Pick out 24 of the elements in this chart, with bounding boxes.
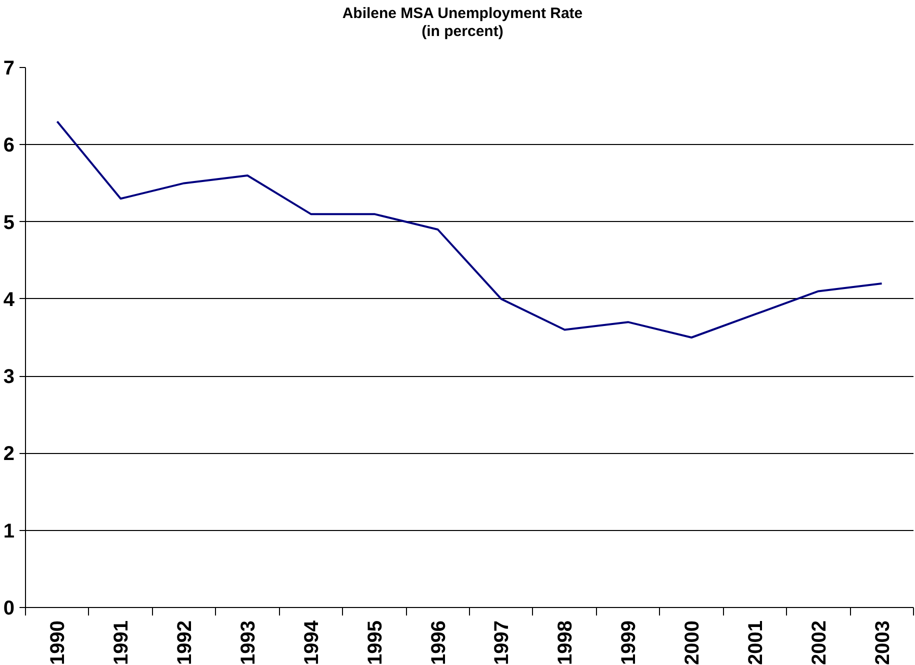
y-tick-label: 4 — [3, 288, 16, 311]
x-tick-label: 2001 — [744, 620, 767, 665]
y-tick-label: 2 — [3, 443, 14, 466]
y-tick-label: 0 — [3, 598, 14, 620]
x-tick-label: 1996 — [428, 620, 450, 665]
x-tick-label: 1993 — [238, 620, 260, 665]
chart-title: Abilene MSA Unemployment Rate (in percent) — [342, 5, 583, 41]
x-tick-label: 1992 — [174, 620, 196, 665]
x-tick-label: 2000 — [682, 620, 704, 665]
x-tick-label: 1998 — [554, 620, 577, 665]
y-tick-label: 1 — [3, 520, 14, 542]
y-tick-label: 6 — [3, 134, 14, 157]
x-tick-label: 1997 — [491, 620, 514, 665]
y-tick-label: 3 — [3, 366, 14, 388]
x-tick-label: 1995 — [364, 620, 386, 665]
x-tick-label: 2003 — [872, 620, 894, 665]
y-tick-label: 5 — [3, 212, 14, 234]
line-series — [56, 120, 883, 338]
x-tick-label: 1999 — [618, 620, 640, 665]
x-tick-label: 1991 — [110, 620, 133, 665]
x-tick-label: 2002 — [808, 620, 830, 665]
y-tick-label: 7 — [3, 58, 14, 80]
x-tick-label: 1990 — [47, 620, 70, 665]
x-tick-label: 1994 — [300, 620, 323, 665]
